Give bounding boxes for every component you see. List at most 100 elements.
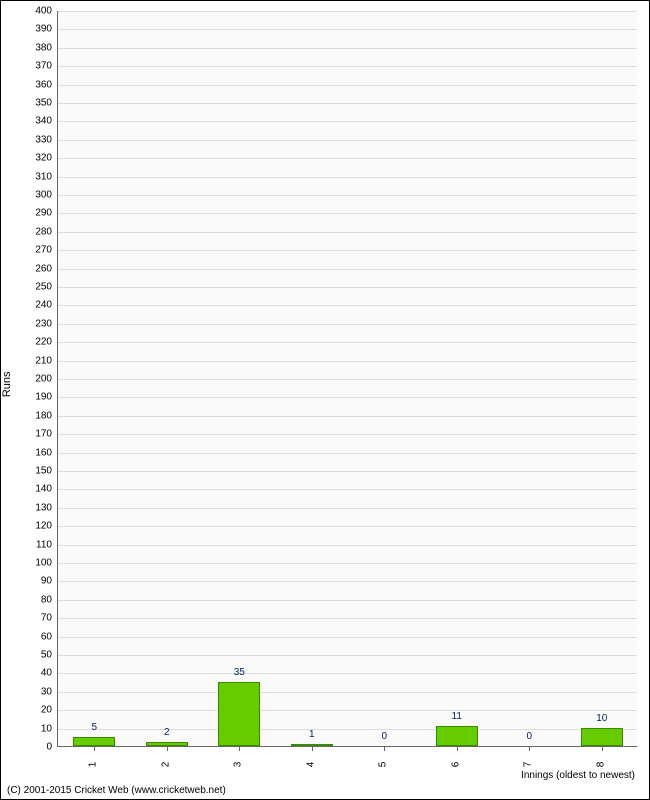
gridline xyxy=(58,545,637,546)
x-tick-label: 8 xyxy=(595,762,606,768)
gridline xyxy=(58,195,637,196)
gridline xyxy=(58,66,637,67)
y-tick-label: 20 xyxy=(12,705,52,716)
gridline xyxy=(58,434,637,435)
y-tick-label: 280 xyxy=(12,226,52,237)
y-tick-label: 180 xyxy=(12,410,52,421)
gridline xyxy=(58,287,637,288)
gridline xyxy=(58,453,637,454)
gridline xyxy=(58,379,637,380)
y-tick-label: 50 xyxy=(12,650,52,661)
y-tick-label: 230 xyxy=(12,318,52,329)
gridline xyxy=(58,342,637,343)
y-tick-label: 90 xyxy=(12,576,52,587)
x-tick-label: 3 xyxy=(233,762,244,768)
bar xyxy=(73,737,115,746)
bar-value-label: 0 xyxy=(381,731,387,742)
gridline xyxy=(58,600,637,601)
x-tick-label: 5 xyxy=(378,762,389,768)
gridline xyxy=(58,158,637,159)
gridline xyxy=(58,140,637,141)
gridline xyxy=(58,29,637,30)
gridline xyxy=(58,508,637,509)
gridline xyxy=(58,361,637,362)
gridline xyxy=(58,103,637,104)
y-tick-label: 70 xyxy=(12,613,52,624)
gridline xyxy=(58,416,637,417)
y-tick-label: 110 xyxy=(12,539,52,550)
x-tick-label: 2 xyxy=(160,762,171,768)
y-tick-label: 130 xyxy=(12,502,52,513)
x-tick-mark xyxy=(167,746,168,751)
gridline xyxy=(58,232,637,233)
y-tick-label: 320 xyxy=(12,153,52,164)
bar-value-label: 1 xyxy=(309,729,315,740)
x-axis-label: Innings (oldest to newest) xyxy=(521,770,635,781)
y-tick-label: 360 xyxy=(12,79,52,90)
x-tick-label: 4 xyxy=(305,762,316,768)
y-tick-label: 260 xyxy=(12,263,52,274)
gridline xyxy=(58,710,637,711)
gridline xyxy=(58,85,637,86)
y-tick-label: 210 xyxy=(12,355,52,366)
y-tick-label: 190 xyxy=(12,392,52,403)
y-tick-label: 160 xyxy=(12,447,52,458)
y-tick-label: 120 xyxy=(12,521,52,532)
bar-value-label: 0 xyxy=(526,731,532,742)
x-tick-mark xyxy=(94,746,95,751)
y-tick-label: 200 xyxy=(12,374,52,385)
x-tick-mark xyxy=(384,746,385,751)
x-tick-mark xyxy=(239,746,240,751)
y-tick-label: 40 xyxy=(12,668,52,679)
y-tick-label: 390 xyxy=(12,24,52,35)
y-tick-label: 250 xyxy=(12,282,52,293)
y-tick-label: 370 xyxy=(12,61,52,72)
bar-value-label: 5 xyxy=(91,722,97,733)
gridline xyxy=(58,177,637,178)
plot-area: 52351011010 xyxy=(57,11,637,747)
gridline xyxy=(58,305,637,306)
gridline xyxy=(58,729,637,730)
y-tick-label: 140 xyxy=(12,484,52,495)
gridline xyxy=(58,397,637,398)
y-tick-label: 30 xyxy=(12,686,52,697)
gridline xyxy=(58,563,637,564)
y-tick-label: 380 xyxy=(12,42,52,53)
y-tick-label: 290 xyxy=(12,208,52,219)
y-tick-label: 330 xyxy=(12,134,52,145)
chart-frame: Runs 52351011010 Innings (oldest to newe… xyxy=(0,0,650,800)
bar-value-label: 10 xyxy=(596,713,607,724)
bar xyxy=(436,726,478,746)
y-tick-label: 240 xyxy=(12,300,52,311)
y-tick-label: 0 xyxy=(12,742,52,753)
y-tick-label: 10 xyxy=(12,723,52,734)
y-tick-label: 150 xyxy=(12,466,52,477)
gridline xyxy=(58,637,637,638)
gridline xyxy=(58,121,637,122)
y-tick-label: 400 xyxy=(12,6,52,17)
y-tick-label: 340 xyxy=(12,116,52,127)
bar-value-label: 2 xyxy=(164,727,170,738)
bar-value-label: 11 xyxy=(452,711,462,722)
gridline xyxy=(58,526,637,527)
x-tick-mark xyxy=(602,746,603,751)
bar xyxy=(581,728,623,746)
y-tick-label: 220 xyxy=(12,337,52,348)
gridline xyxy=(58,11,637,12)
gridline xyxy=(58,692,637,693)
gridline xyxy=(58,269,637,270)
gridline xyxy=(58,250,637,251)
y-tick-label: 310 xyxy=(12,171,52,182)
gridline xyxy=(58,489,637,490)
gridline xyxy=(58,673,637,674)
y-tick-label: 350 xyxy=(12,98,52,109)
y-tick-label: 270 xyxy=(12,245,52,256)
copyright-text: (C) 2001-2015 Cricket Web (www.cricketwe… xyxy=(7,785,226,796)
y-tick-label: 100 xyxy=(12,558,52,569)
x-tick-mark xyxy=(457,746,458,751)
x-tick-mark xyxy=(529,746,530,751)
y-tick-label: 170 xyxy=(12,429,52,440)
gridline xyxy=(58,655,637,656)
gridline xyxy=(58,48,637,49)
x-tick-label: 1 xyxy=(88,762,99,768)
